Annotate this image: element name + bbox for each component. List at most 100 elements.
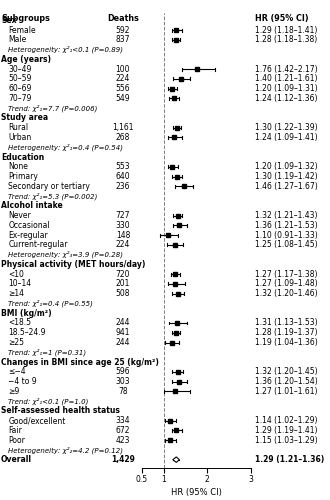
Text: Rural: Rural [8, 123, 28, 132]
Text: Female: Female [8, 26, 36, 35]
Text: 596: 596 [115, 368, 130, 376]
Text: 1.24 (1.12–1.36): 1.24 (1.12–1.36) [255, 94, 317, 103]
Text: 1.29 (1.19–1.41): 1.29 (1.19–1.41) [255, 426, 317, 435]
Text: 50–59: 50–59 [8, 74, 32, 84]
Text: 1.40 (1.21–1.61): 1.40 (1.21–1.61) [255, 74, 317, 84]
Text: Trend: χ²₁=1 (P=0.31): Trend: χ²₁=1 (P=0.31) [8, 348, 86, 356]
Text: 10–14: 10–14 [8, 280, 31, 288]
Text: 18.5–24.9: 18.5–24.9 [8, 328, 46, 338]
Text: 330: 330 [115, 221, 130, 230]
Text: 1.46 (1.27–1.67): 1.46 (1.27–1.67) [255, 182, 317, 191]
Text: 1.32 (1.20–1.46): 1.32 (1.20–1.46) [255, 289, 317, 298]
Text: Good/excellent: Good/excellent [8, 416, 66, 425]
Text: Changes in BMI since age 25 (kg/m²): Changes in BMI since age 25 (kg/m²) [1, 358, 159, 366]
Text: Ex-regular: Ex-regular [8, 230, 48, 239]
Text: 1.27 (1.09–1.48): 1.27 (1.09–1.48) [255, 280, 317, 288]
Polygon shape [173, 457, 180, 462]
Text: 672: 672 [116, 426, 130, 435]
Text: 1.10 (0.91–1.33): 1.10 (0.91–1.33) [255, 230, 317, 239]
Text: 1.14 (1.02–1.29): 1.14 (1.02–1.29) [255, 416, 317, 425]
Text: Overall: Overall [1, 455, 32, 464]
Text: 592: 592 [116, 26, 130, 35]
Text: 1.76 (1.42–2.17): 1.76 (1.42–2.17) [255, 64, 317, 74]
Text: 720: 720 [116, 270, 130, 278]
Text: 224: 224 [116, 74, 130, 84]
Text: None: None [8, 162, 28, 172]
Text: 244: 244 [116, 338, 130, 347]
Text: 556: 556 [115, 84, 130, 93]
Text: 1.29 (1.21–1.36): 1.29 (1.21–1.36) [255, 455, 324, 464]
Text: 334: 334 [115, 416, 130, 425]
Text: Study area: Study area [1, 114, 48, 122]
Text: 941: 941 [116, 328, 130, 338]
Text: HR (95% CI): HR (95% CI) [255, 14, 308, 23]
Text: 640: 640 [115, 172, 130, 181]
Text: Secondary or tertiary: Secondary or tertiary [8, 182, 90, 191]
Text: 1.28 (1.18–1.38): 1.28 (1.18–1.38) [255, 36, 317, 44]
Text: 553: 553 [115, 162, 130, 172]
Text: Fair: Fair [8, 426, 22, 435]
Text: Never: Never [8, 211, 31, 220]
Text: 224: 224 [116, 240, 130, 250]
Text: Alcohol intake: Alcohol intake [1, 202, 63, 210]
Text: 201: 201 [116, 280, 130, 288]
Text: <18.5: <18.5 [8, 318, 31, 328]
Text: 1.24 (1.09–1.41): 1.24 (1.09–1.41) [255, 133, 317, 142]
Text: 1.27 (1.17–1.38): 1.27 (1.17–1.38) [255, 270, 317, 278]
Text: 70–79: 70–79 [8, 94, 32, 103]
Text: Education: Education [1, 152, 44, 162]
Text: 508: 508 [116, 289, 130, 298]
Text: 1,429: 1,429 [111, 455, 135, 464]
Text: Trend: χ²₁<0.1 (P=1.0): Trend: χ²₁<0.1 (P=1.0) [8, 398, 89, 405]
Text: Male: Male [8, 36, 27, 44]
Text: Heterogeneity: χ²₁=0.4 (P=0.54): Heterogeneity: χ²₁=0.4 (P=0.54) [8, 144, 123, 151]
Text: 1.19 (1.04–1.36): 1.19 (1.04–1.36) [255, 338, 317, 347]
Text: 78: 78 [118, 387, 128, 396]
Text: 1.15 (1.03–1.29): 1.15 (1.03–1.29) [255, 436, 317, 444]
Text: Current-regular: Current-regular [8, 240, 68, 250]
Text: Urban: Urban [8, 133, 32, 142]
Text: 60–69: 60–69 [8, 84, 32, 93]
Text: 549: 549 [115, 94, 130, 103]
Text: 1.32 (1.21–1.43): 1.32 (1.21–1.43) [255, 211, 317, 220]
Text: Occasional: Occasional [8, 221, 50, 230]
Text: Subgroups: Subgroups [1, 14, 50, 23]
Text: <10: <10 [8, 270, 24, 278]
Text: 244: 244 [116, 318, 130, 328]
Text: 1.20 (1.09–1.31): 1.20 (1.09–1.31) [255, 84, 317, 93]
Text: Trend: χ²₁=0.4 (P=0.55): Trend: χ²₁=0.4 (P=0.55) [8, 300, 93, 307]
Text: 1.32 (1.20–1.45): 1.32 (1.20–1.45) [255, 368, 317, 376]
Text: ≥14: ≥14 [8, 289, 24, 298]
Text: Heterogeneity: χ²₃=3.9 (P=0.28): Heterogeneity: χ²₃=3.9 (P=0.28) [8, 251, 123, 258]
Text: Heterogeneity: χ²₂=4.2 (P=0.12): Heterogeneity: χ²₂=4.2 (P=0.12) [8, 446, 123, 454]
Text: BMI (kg/m²): BMI (kg/m²) [1, 308, 52, 318]
Text: 148: 148 [116, 230, 130, 239]
Text: Physical activity (MET hours/day): Physical activity (MET hours/day) [1, 260, 146, 269]
Text: Primary: Primary [8, 172, 38, 181]
X-axis label: HR (95% CI): HR (95% CI) [171, 488, 222, 498]
Text: 1.36 (1.21–1.53): 1.36 (1.21–1.53) [255, 221, 317, 230]
Text: 1.31 (1.13–1.53): 1.31 (1.13–1.53) [255, 318, 317, 328]
Text: 303: 303 [115, 377, 130, 386]
Text: Self-assessed health status: Self-assessed health status [1, 406, 120, 416]
Text: Deaths: Deaths [107, 14, 139, 23]
Text: Trend: χ²₁=7.7 (P=0.006): Trend: χ²₁=7.7 (P=0.006) [8, 104, 98, 112]
Text: 268: 268 [116, 133, 130, 142]
Text: 1.29 (1.18–1.41): 1.29 (1.18–1.41) [255, 26, 317, 35]
Text: 727: 727 [116, 211, 130, 220]
Text: 1.27 (1.01–1.61): 1.27 (1.01–1.61) [255, 387, 317, 396]
Text: Age (years): Age (years) [1, 55, 51, 64]
Text: Trend: χ²₁=5.3 (P=0.002): Trend: χ²₁=5.3 (P=0.002) [8, 192, 98, 200]
Text: 1.28 (1.19–1.37): 1.28 (1.19–1.37) [255, 328, 317, 338]
Text: 1,161: 1,161 [112, 123, 134, 132]
Text: 1.36 (1.20–1.54): 1.36 (1.20–1.54) [255, 377, 317, 386]
Text: 100: 100 [116, 64, 130, 74]
Text: 30–49: 30–49 [8, 64, 32, 74]
Text: Heterogeneity: χ²₁<0.1 (P=0.89): Heterogeneity: χ²₁<0.1 (P=0.89) [8, 46, 123, 54]
Text: 423: 423 [116, 436, 130, 444]
Text: 837: 837 [116, 36, 130, 44]
Text: 1.25 (1.08–1.45): 1.25 (1.08–1.45) [255, 240, 317, 250]
Text: Poor: Poor [8, 436, 25, 444]
Text: ≥9: ≥9 [8, 387, 19, 396]
Text: 236: 236 [116, 182, 130, 191]
